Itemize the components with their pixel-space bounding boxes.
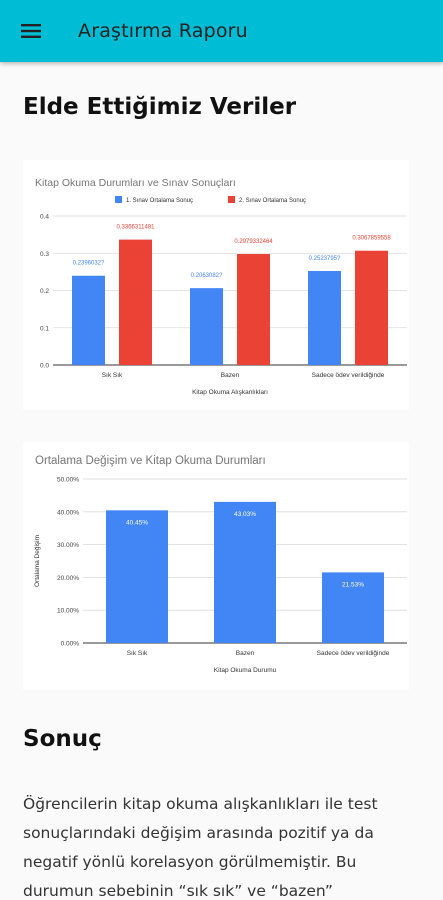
x-axis-label: Kitap Okuma Alışkanlıkları <box>192 389 268 396</box>
bar <box>355 250 388 365</box>
data-label: 0.3366311481 <box>117 225 156 231</box>
y-tick-label: 50.00% <box>57 477 79 484</box>
y-tick-label: 10.00% <box>57 608 79 615</box>
section-title-data: Elde Ettiğimiz Veriler <box>23 94 297 120</box>
bar <box>190 288 223 365</box>
chart-svg-2: Ortalama Değişim ve Kitap Okuma Durumlar… <box>34 455 407 674</box>
legend-label: 1. Sınav Ortalama Sonuç <box>126 198 193 204</box>
y-axis-label: Ortalama Değişim <box>34 535 41 587</box>
data-label: 0.2979332464 <box>234 239 273 245</box>
result-paragraph: Öğrencilerin kitap okuma alışkanlıkları … <box>23 795 378 900</box>
data-label: 0.2063082? <box>191 273 223 279</box>
bar <box>106 510 168 643</box>
y-tick-label: 0.1 <box>40 325 49 332</box>
chart-reading-vs-exam: Kitap Okuma Durumları ve Sınav Sonuçları… <box>23 160 409 410</box>
legend-swatch <box>115 196 122 203</box>
y-tick-label: 0.0 <box>40 363 49 370</box>
bar <box>72 275 105 365</box>
data-label: 0.2396032? <box>73 261 105 267</box>
x-tick-label: Sık Sık <box>102 372 123 379</box>
legend-swatch <box>228 196 235 203</box>
x-tick-label: Bazen <box>221 372 240 379</box>
hamburger-menu-icon <box>21 24 41 38</box>
app-title: Araştırma Raporu <box>78 20 248 42</box>
data-label: 0.2523795? <box>309 256 341 262</box>
bar <box>322 572 384 643</box>
chart-average-change: Ortalama Değişim ve Kitap Okuma Durumlar… <box>23 442 409 690</box>
bar <box>308 271 341 365</box>
chart-title: Ortalama Değişim ve Kitap Okuma Durumlar… <box>35 455 266 467</box>
y-tick-label: 40.00% <box>57 509 79 516</box>
app-bar: Araştırma Raporu <box>0 0 443 62</box>
x-tick-label: Sadece ödev verildiğinde <box>312 372 385 379</box>
chart-title: Kitap Okuma Durumları ve Sınav Sonuçları <box>35 177 236 189</box>
section-title-result: Sonuç <box>23 726 102 752</box>
y-tick-label: 30.00% <box>57 542 79 549</box>
data-label: 0.3067859558 <box>352 236 391 242</box>
y-tick-label: 0.00% <box>61 641 80 648</box>
menu-button[interactable] <box>0 0 62 62</box>
bar <box>119 239 152 365</box>
bar <box>237 254 270 365</box>
x-tick-label: Sadece ödev verildiğinde <box>317 650 390 657</box>
legend-label: 2. Sınav Ortalama Sonuç <box>239 198 306 204</box>
y-tick-label: 0.3 <box>40 251 49 258</box>
y-tick-label: 20.00% <box>57 575 79 582</box>
bar <box>214 501 276 643</box>
y-tick-label: 0.2 <box>40 288 49 295</box>
data-label: 21.53% <box>342 581 364 588</box>
x-tick-label: Sık Sık <box>127 650 148 657</box>
x-tick-label: Bazen <box>236 650 255 657</box>
chart-svg-1: Kitap Okuma Durumları ve Sınav Sonuçları… <box>35 177 407 396</box>
x-axis-label: Kitap Okuma Durumu <box>214 667 277 674</box>
y-tick-label: 0.4 <box>40 214 49 221</box>
data-label: 43.03% <box>234 511 256 518</box>
data-label: 40.45% <box>126 519 148 526</box>
